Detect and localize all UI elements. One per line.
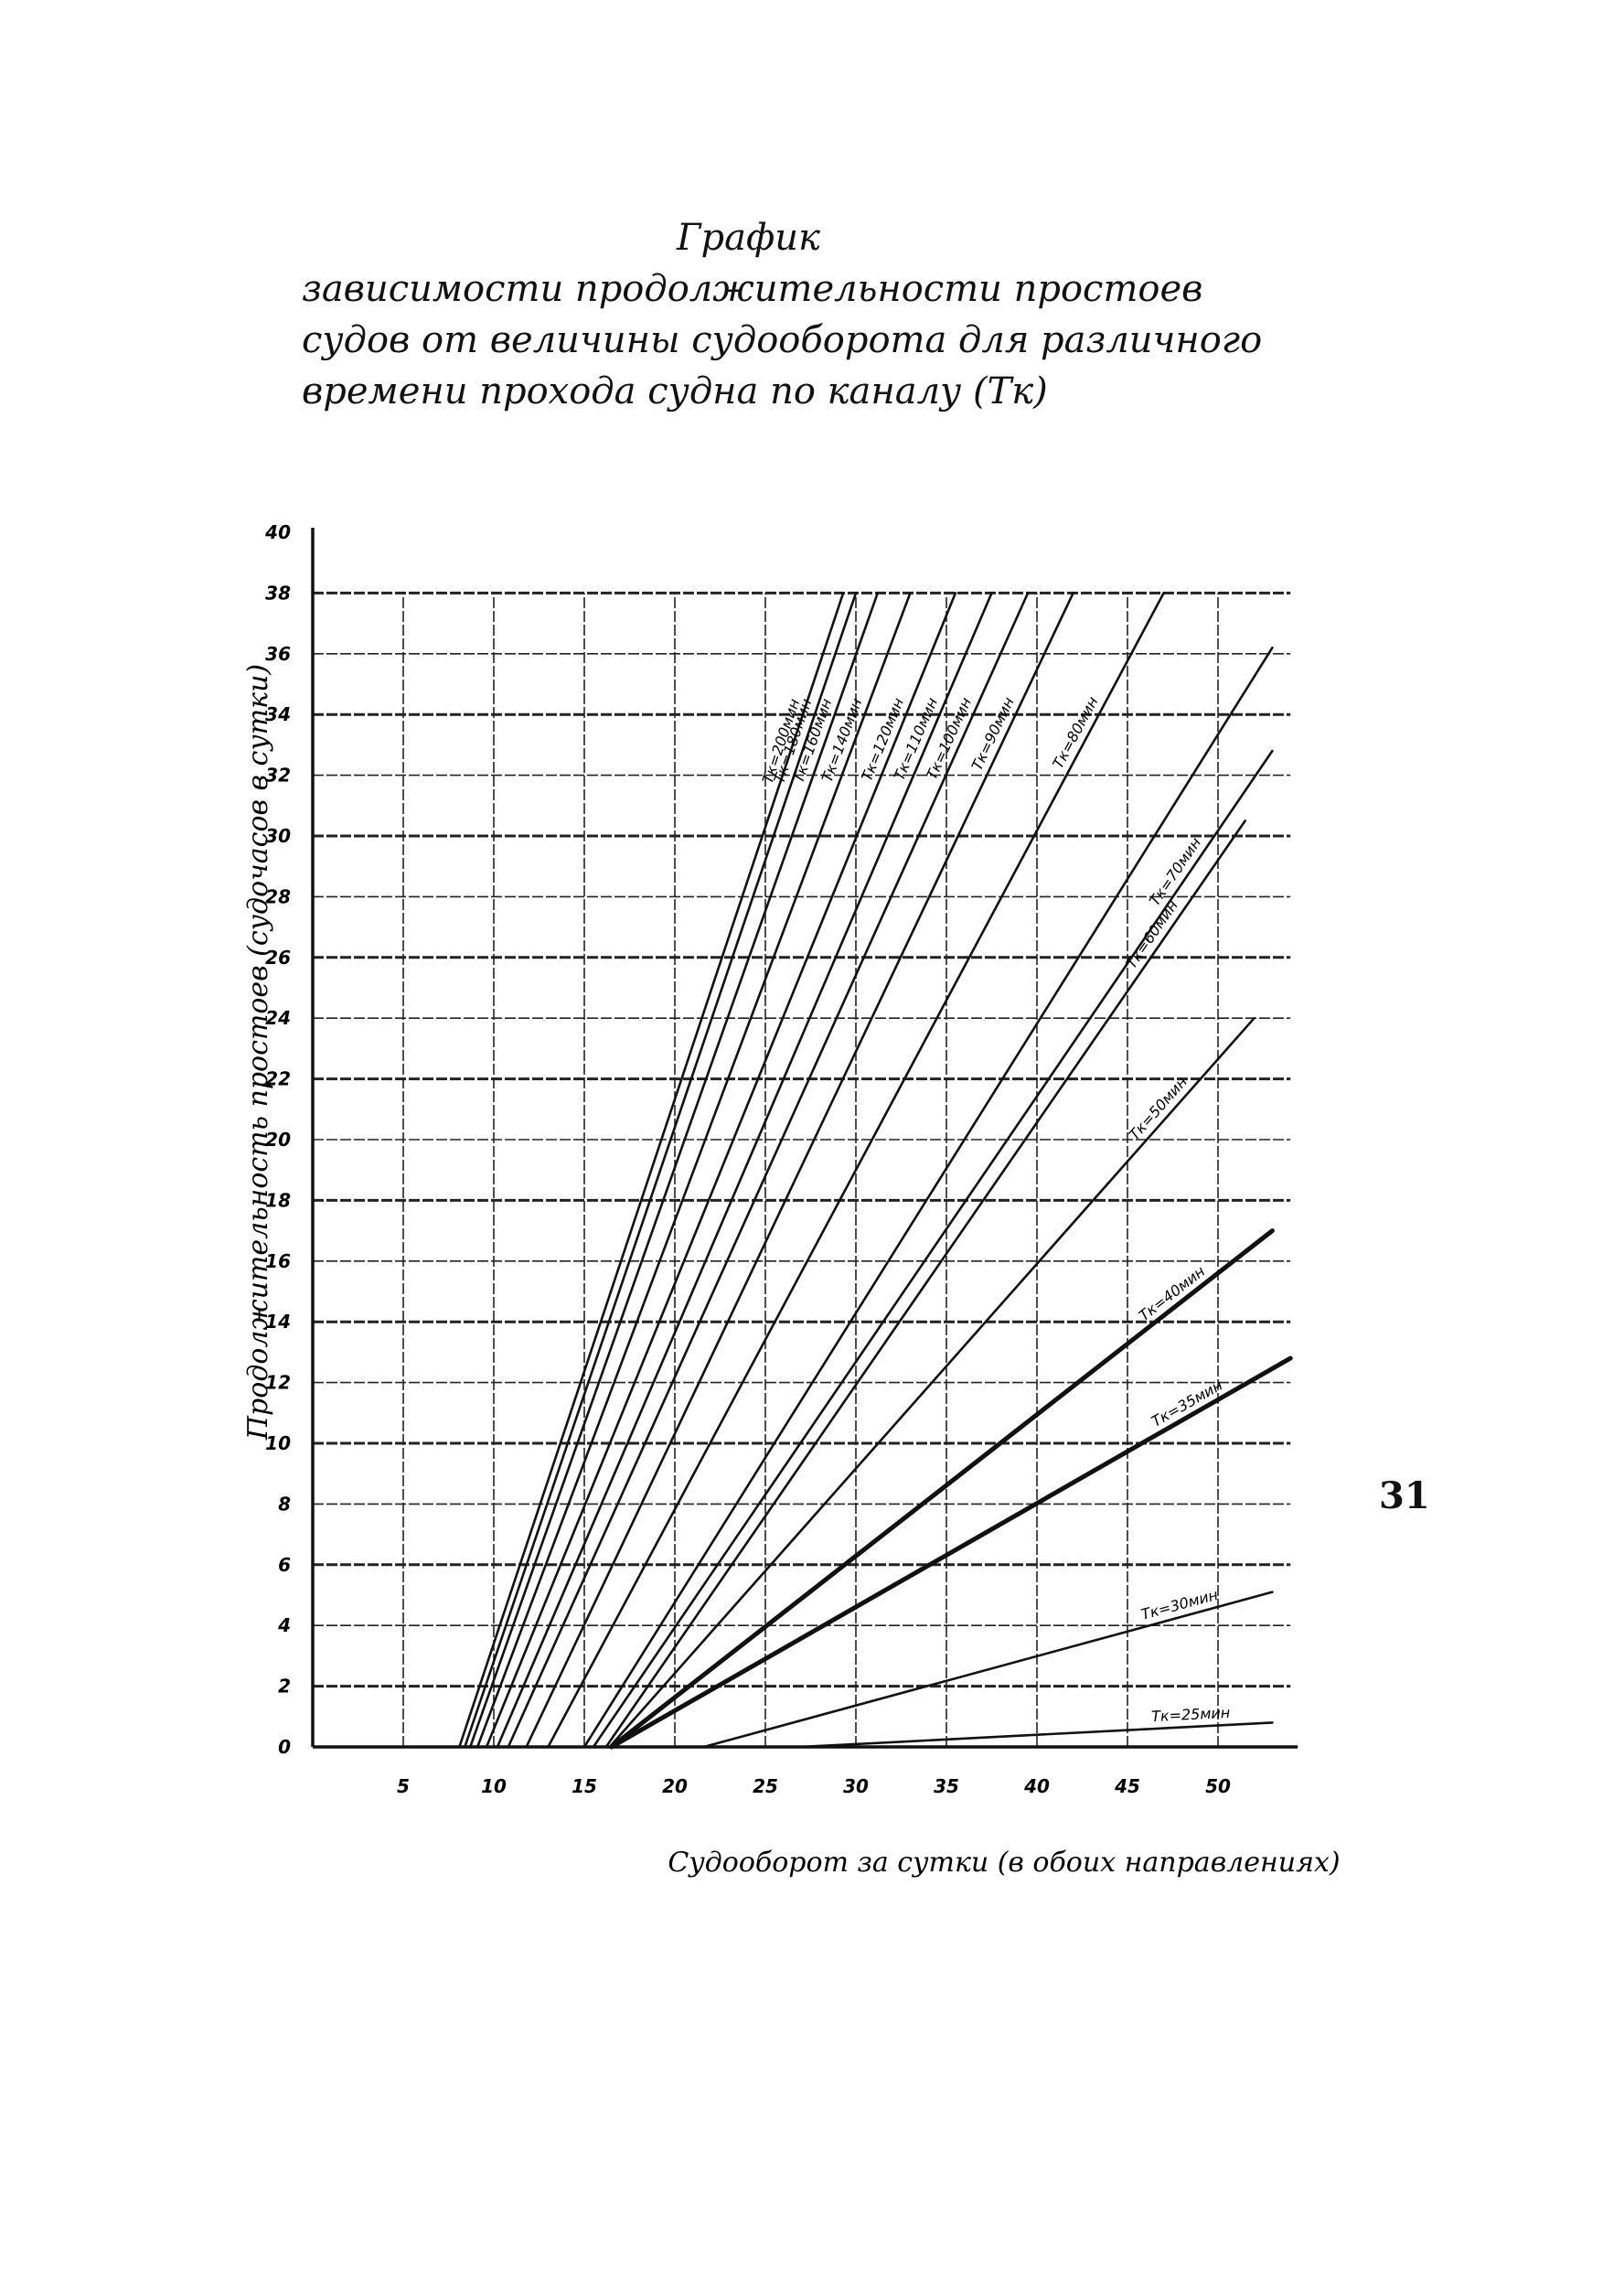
y-tick-label: 30 [265,825,291,847]
series-line [800,1721,1274,1749]
x-tick-label: 45 [1114,1775,1140,1797]
series-line [592,749,1274,1749]
y-tick-label: 14 [265,1311,291,1333]
x-tick-label: 40 [1023,1775,1050,1797]
series-label: Тк=25мин [1151,1704,1231,1725]
y-tick-label: 38 [265,582,291,604]
series-line [582,646,1274,1749]
chart-title: График зависимости продолжительности про… [302,212,1308,417]
series-line [525,592,1074,1749]
x-tick-label: 50 [1205,1775,1231,1797]
x-tick-label: 20 [662,1775,688,1797]
x-tick-label: 35 [934,1775,959,1797]
y-tick-label: 22 [265,1068,291,1090]
series-line [496,592,993,1749]
y-tick-label: 10 [265,1432,291,1454]
title-line: График [677,217,820,259]
y-tick-label: 6 [278,1554,291,1576]
series-label: Тк=40мин [1136,1262,1209,1324]
x-tick-label: 5 [397,1775,410,1797]
series-line [547,592,1165,1749]
series-line [485,592,957,1749]
x-tick-label: 30 [843,1775,869,1797]
series-line [475,592,912,1749]
series-line [609,1228,1275,1750]
y-tick-label: 2 [278,1676,291,1698]
x-tick-label: 25 [753,1775,778,1797]
y-tick-label: 18 [265,1189,291,1211]
y-tick-label: 34 [265,703,291,725]
series-label: Тк=50мин [1126,1073,1191,1143]
y-tick-label: 16 [265,1250,291,1272]
title-line: зависимости продолжительности простоев [302,268,1203,310]
y-tick-label: 24 [265,1007,291,1029]
title-line: времени прохода судна по каналу (Тк) [302,370,1048,412]
series-line [608,1016,1255,1749]
y-tick-label: 4 [277,1614,291,1636]
y-tick-label: 12 [265,1372,291,1394]
y-tick-label: 28 [265,885,291,907]
y-axis-label: Продолжительность простоев (судочасов в … [242,664,274,1441]
y-tick-label: 32 [265,765,291,787]
x-axis-label: Судооборот за сутки (в обоих направления… [668,1847,1340,1879]
series-line [609,1355,1293,1750]
y-tick-label: 36 [265,643,291,665]
series-line [468,592,880,1749]
series-label: Тк=60мин [1122,897,1181,972]
y-tick-label: 40 [264,521,291,543]
y-tick-label: 8 [278,1493,291,1515]
x-tick-label: 15 [572,1775,597,1797]
series-line [604,819,1246,1749]
series-label: Тк=70мин [1146,834,1204,909]
title-line: судов от величины судооборота для различ… [302,319,1263,361]
series-line [464,592,858,1749]
y-tick-label: 20 [265,1129,291,1151]
series-line [458,592,845,1749]
y-tick-label: 0 [278,1736,291,1758]
series-line [702,1591,1274,1749]
series-line [507,592,1030,1749]
x-tick-label: 10 [481,1775,507,1797]
page-number: 31 [1379,1474,1430,1517]
y-tick-label: 26 [265,947,291,969]
